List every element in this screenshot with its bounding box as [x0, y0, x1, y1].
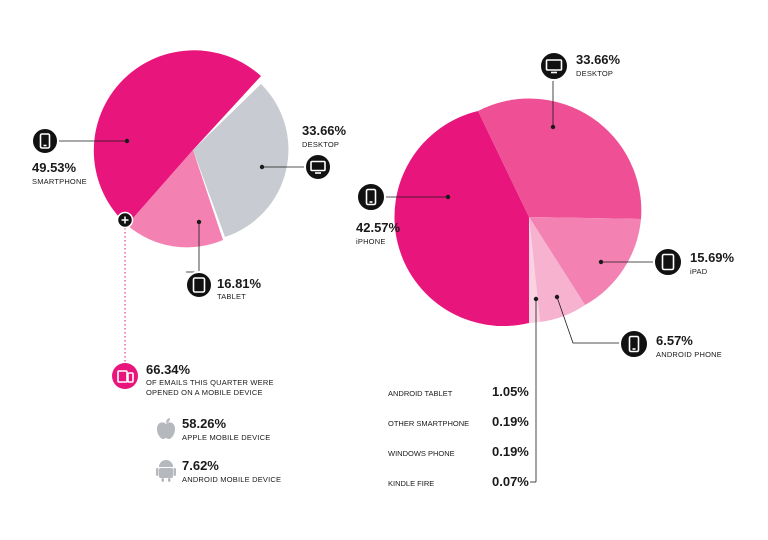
table-row-value: 0.19%: [492, 414, 529, 429]
slice-ipad: [529, 217, 641, 305]
pie2-label-iphone-pct: 42.57%: [356, 220, 401, 235]
pie2-label-iphone-name: iPHONE: [356, 237, 386, 246]
pie1-label-desktop-name: DESKTOP: [302, 140, 339, 149]
small-slices-table: ANDROID TABLET 1.05% OTHER SMARTPHONE 0.…: [388, 384, 529, 489]
pie1-labels: 49.53% SMARTPHONE 33.66% DESKTOP 16.81% …: [31, 123, 347, 362]
pie2-label-android-phone-pct: 6.57%: [656, 333, 693, 348]
slice-android-phone: [529, 217, 585, 322]
pie1-label-smartphone-name: SMARTPHONE: [32, 177, 87, 186]
table-row-value: 0.07%: [492, 474, 529, 489]
pie1-label-tablet-pct: 16.81%: [217, 276, 262, 291]
smartphone-icon: [356, 182, 386, 212]
slice-other-small: [529, 217, 540, 323]
pie2-label-desktop-name: DESKTOP: [576, 69, 613, 78]
slice-smartphone: [93, 50, 262, 225]
smartphone-icon: [619, 329, 649, 359]
pie1-label-tablet-name: TABLET: [217, 292, 246, 301]
table-row-label: OTHER SMARTPHONE: [388, 419, 469, 428]
slice-desktop-right: [478, 98, 642, 219]
table-row-value: 0.19%: [492, 444, 529, 459]
apple-icon: [157, 418, 175, 439]
table-row-label: KINDLE FIRE: [388, 479, 434, 488]
slice-desktop: [193, 84, 289, 237]
pie2-label-ipad-name: iPAD: [690, 267, 708, 276]
table-row-label: WINDOWS PHONE: [388, 449, 455, 458]
pie1-label-smartphone-pct: 49.53%: [32, 160, 77, 175]
mobile-summary-line2: OPENED ON A MOBILE DEVICE: [146, 388, 263, 397]
plus-icon: [116, 211, 134, 229]
pie2-label-ipad-pct: 15.69%: [690, 250, 735, 265]
desktop-icon: [539, 51, 569, 81]
table-row-label: ANDROID TABLET: [388, 389, 453, 398]
mobile-summary-line1: OF EMAILS THIS QUARTER WERE: [146, 378, 274, 387]
smartphone-icon: [31, 127, 59, 155]
android-icon: [156, 460, 176, 482]
pie1-label-desktop-pct: 33.66%: [302, 123, 347, 138]
pie2-labels: 33.66% DESKTOP 42.57% iPHONE 15.69% iPAD…: [356, 51, 735, 489]
apple-mobile-pct: 58.26%: [182, 416, 227, 431]
tablet-icon: [185, 271, 213, 299]
mobile-devices-icon: [112, 363, 138, 389]
pie2-label-desktop-pct: 33.66%: [576, 52, 621, 67]
table-row-value: 1.05%: [492, 384, 529, 399]
pie-chart-breakdown: [394, 98, 642, 327]
tablet-icon: [653, 247, 683, 277]
apple-mobile-name: APPLE MOBILE DEVICE: [182, 433, 270, 442]
android-mobile-name: ANDROID MOBILE DEVICE: [182, 475, 281, 484]
pie2-label-android-phone-name: ANDROID PHONE: [656, 350, 722, 359]
mobile-summary-pct: 66.34%: [146, 362, 191, 377]
android-mobile-pct: 7.62%: [182, 458, 219, 473]
mobile-summary: 66.34% OF EMAILS THIS QUARTER WERE OPENE…: [112, 362, 281, 484]
desktop-icon: [304, 153, 332, 181]
slice-iphone: [394, 111, 529, 327]
